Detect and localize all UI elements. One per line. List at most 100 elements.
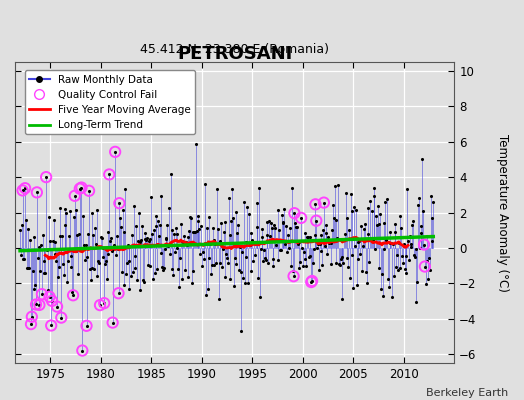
- Point: [371, 246, 379, 252]
- Point: [43, 246, 51, 253]
- Point: [185, 228, 193, 234]
- Point: [290, 210, 299, 216]
- Point: [360, 226, 368, 232]
- Point: [325, 238, 334, 244]
- Point: [126, 242, 135, 249]
- Point: [143, 235, 151, 241]
- Point: [24, 264, 32, 271]
- Point: [191, 229, 199, 236]
- Point: [274, 207, 282, 214]
- Point: [263, 232, 271, 238]
- Point: [35, 244, 43, 250]
- Point: [320, 200, 328, 206]
- Point: [339, 260, 347, 266]
- Point: [150, 270, 159, 276]
- Point: [125, 286, 134, 292]
- Point: [48, 298, 56, 304]
- Point: [69, 292, 77, 298]
- Point: [184, 234, 192, 240]
- Point: [63, 278, 71, 285]
- Point: [158, 264, 167, 270]
- Point: [171, 249, 179, 256]
- Point: [278, 212, 286, 218]
- Point: [232, 261, 241, 267]
- Point: [285, 238, 293, 245]
- Point: [35, 302, 43, 308]
- Point: [268, 263, 277, 270]
- Point: [85, 188, 93, 194]
- Point: [263, 219, 271, 225]
- Point: [45, 294, 53, 300]
- Point: [236, 328, 245, 334]
- Point: [203, 224, 211, 231]
- Point: [401, 253, 410, 260]
- Point: [300, 230, 309, 236]
- Point: [177, 220, 185, 227]
- Point: [399, 260, 407, 266]
- Point: [219, 245, 227, 252]
- Point: [291, 220, 299, 226]
- Point: [145, 238, 153, 244]
- Point: [152, 213, 160, 219]
- Point: [103, 251, 112, 258]
- Point: [37, 242, 45, 248]
- Point: [49, 238, 57, 245]
- Point: [419, 208, 428, 215]
- Point: [82, 323, 91, 329]
- Point: [307, 279, 315, 285]
- Point: [69, 292, 77, 298]
- Point: [118, 207, 127, 214]
- Point: [17, 221, 26, 228]
- Point: [96, 302, 104, 308]
- Point: [28, 314, 36, 320]
- Point: [24, 225, 32, 232]
- Point: [375, 221, 384, 227]
- Point: [290, 210, 299, 216]
- Point: [238, 248, 246, 255]
- Point: [385, 284, 393, 290]
- Point: [336, 256, 345, 262]
- Point: [256, 293, 264, 300]
- Point: [31, 282, 39, 288]
- Point: [80, 242, 88, 248]
- Point: [421, 281, 430, 287]
- Point: [316, 248, 325, 254]
- Point: [25, 264, 34, 271]
- Point: [138, 223, 146, 230]
- Point: [222, 251, 231, 258]
- Point: [228, 186, 236, 192]
- Text: 45.412 N, 23.380 E (Romania): 45.412 N, 23.380 E (Romania): [140, 43, 329, 56]
- Point: [335, 261, 343, 268]
- Point: [253, 224, 261, 230]
- Point: [264, 260, 272, 266]
- Point: [96, 233, 105, 240]
- Point: [42, 174, 50, 180]
- Point: [373, 222, 381, 228]
- Point: [326, 260, 335, 267]
- Point: [190, 229, 199, 236]
- Point: [402, 270, 410, 276]
- Point: [235, 266, 243, 273]
- Point: [114, 246, 122, 252]
- Point: [115, 200, 124, 206]
- Point: [132, 222, 140, 229]
- Point: [353, 255, 362, 262]
- Point: [140, 230, 149, 236]
- Point: [411, 254, 419, 260]
- Point: [346, 191, 355, 197]
- Point: [178, 276, 187, 283]
- Point: [366, 198, 374, 204]
- Point: [362, 269, 370, 276]
- Point: [347, 208, 356, 215]
- Point: [394, 267, 402, 273]
- Point: [78, 347, 86, 354]
- Point: [272, 238, 281, 244]
- Point: [29, 286, 38, 292]
- Point: [23, 265, 31, 271]
- Point: [332, 217, 341, 223]
- Point: [319, 226, 327, 233]
- Point: [372, 213, 380, 220]
- Point: [210, 237, 219, 243]
- Point: [84, 231, 92, 238]
- Point: [146, 236, 154, 242]
